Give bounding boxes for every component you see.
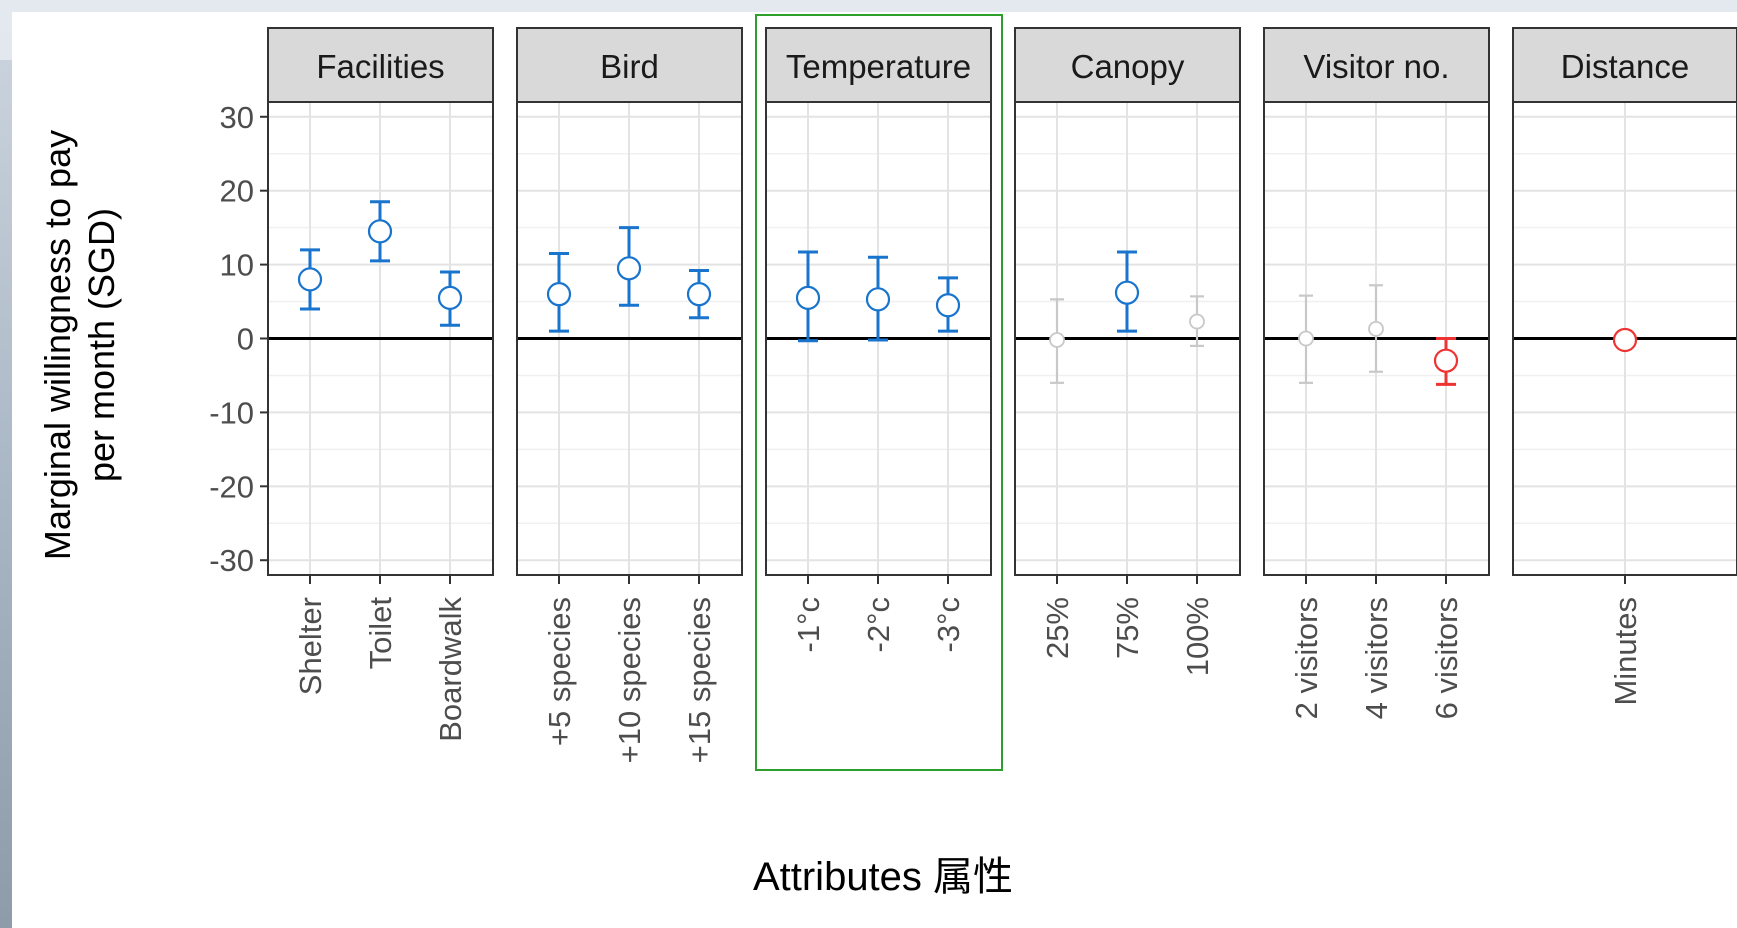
- y-tick-label: -20: [209, 469, 254, 504]
- y-tick-label: 0: [237, 322, 254, 357]
- facet-strip: [765, 27, 992, 103]
- x-tick-label: +15 species: [682, 597, 717, 763]
- facet-strip-label: Bird: [600, 48, 659, 85]
- data-point: [437, 285, 463, 310]
- facet-distance: Minutes Distance: [1512, 27, 1737, 706]
- data-point: [1298, 330, 1314, 347]
- facet-strip: [1263, 27, 1490, 103]
- x-tick-label: 2 visitors: [1289, 597, 1324, 719]
- data-point: [795, 285, 821, 310]
- facet-strip: [267, 27, 494, 103]
- facet-strip-label: Facilities: [316, 48, 444, 85]
- data-point: [546, 282, 572, 307]
- x-tick-label: 100%: [1180, 597, 1215, 676]
- data-point: [1049, 332, 1065, 348]
- x-tick-label: 25%: [1040, 597, 1075, 659]
- x-tick-label: 75%: [1110, 597, 1145, 659]
- data-point: [1433, 348, 1459, 373]
- x-tick-label: Boardwalk: [433, 597, 468, 742]
- x-tick-label: -3°c: [931, 597, 966, 652]
- data-point: [935, 293, 961, 318]
- data-point: [1368, 320, 1384, 337]
- data-point: [1114, 280, 1140, 305]
- data-point: [616, 256, 642, 281]
- data-point: [297, 267, 323, 292]
- y-tick-label: 30: [220, 100, 254, 135]
- facet-strip: [1014, 27, 1241, 103]
- x-tick-label: -2°c: [861, 597, 896, 652]
- facet-visitor-no: 2 visitors 4 visitors 6 visitors Visitor no…: [1263, 27, 1490, 719]
- y-axis: 30 20 10 0 -10 -20 -30: [209, 100, 268, 578]
- y-axis-title: Marginal willingness to pay per month (S…: [37, 130, 122, 560]
- x-tick-label: +5 species: [542, 597, 577, 746]
- x-tick-label: 6 visitors: [1429, 597, 1464, 719]
- data-point: [865, 287, 891, 312]
- y-tick-label: 10: [220, 248, 254, 283]
- data-point: [1612, 327, 1638, 353]
- x-tick-label: Minutes: [1608, 597, 1643, 706]
- y-axis-title-line-2: per month (SGD): [81, 208, 122, 482]
- facets: Shelter Toilet Boardwalk Facilities +5 speci…: [267, 14, 1737, 771]
- x-tick-label: -1°c: [791, 597, 826, 652]
- x-tick-label: Shelter: [293, 597, 328, 695]
- facet-strip: [1512, 27, 1737, 103]
- x-tick-label: Toilet: [363, 597, 398, 670]
- x-tick-label: +10 species: [612, 597, 647, 763]
- highlight-box: [755, 14, 1003, 771]
- facet-temperature: -1°c -2°c -3°c Temperature: [755, 14, 1003, 771]
- facet-canopy: 25% 75% 100% Canopy: [1014, 27, 1241, 676]
- facet-strip-label: Distance: [1561, 48, 1689, 85]
- facet-strip-label: Temperature: [786, 48, 971, 85]
- x-axis-title: Attributes 属性: [753, 855, 1013, 899]
- facet-strip: [516, 27, 743, 103]
- facet-strip-label: Visitor no.: [1303, 48, 1449, 85]
- facet-strip-label: Canopy: [1071, 48, 1185, 85]
- data-point: [367, 219, 393, 244]
- y-tick-label: 20: [220, 174, 254, 209]
- data-point: [1189, 313, 1205, 330]
- y-axis-title-line-1: Marginal willingness to pay: [37, 130, 78, 560]
- x-tick-label: 4 visitors: [1359, 597, 1394, 719]
- facet-bird: +5 species +10 species +15 species Bird: [516, 27, 743, 763]
- facet-facilities: Shelter Toilet Boardwalk Facilities: [267, 27, 494, 742]
- y-tick-label: -10: [209, 395, 254, 430]
- y-tick-label: -30: [209, 543, 254, 578]
- data-point: [686, 282, 712, 307]
